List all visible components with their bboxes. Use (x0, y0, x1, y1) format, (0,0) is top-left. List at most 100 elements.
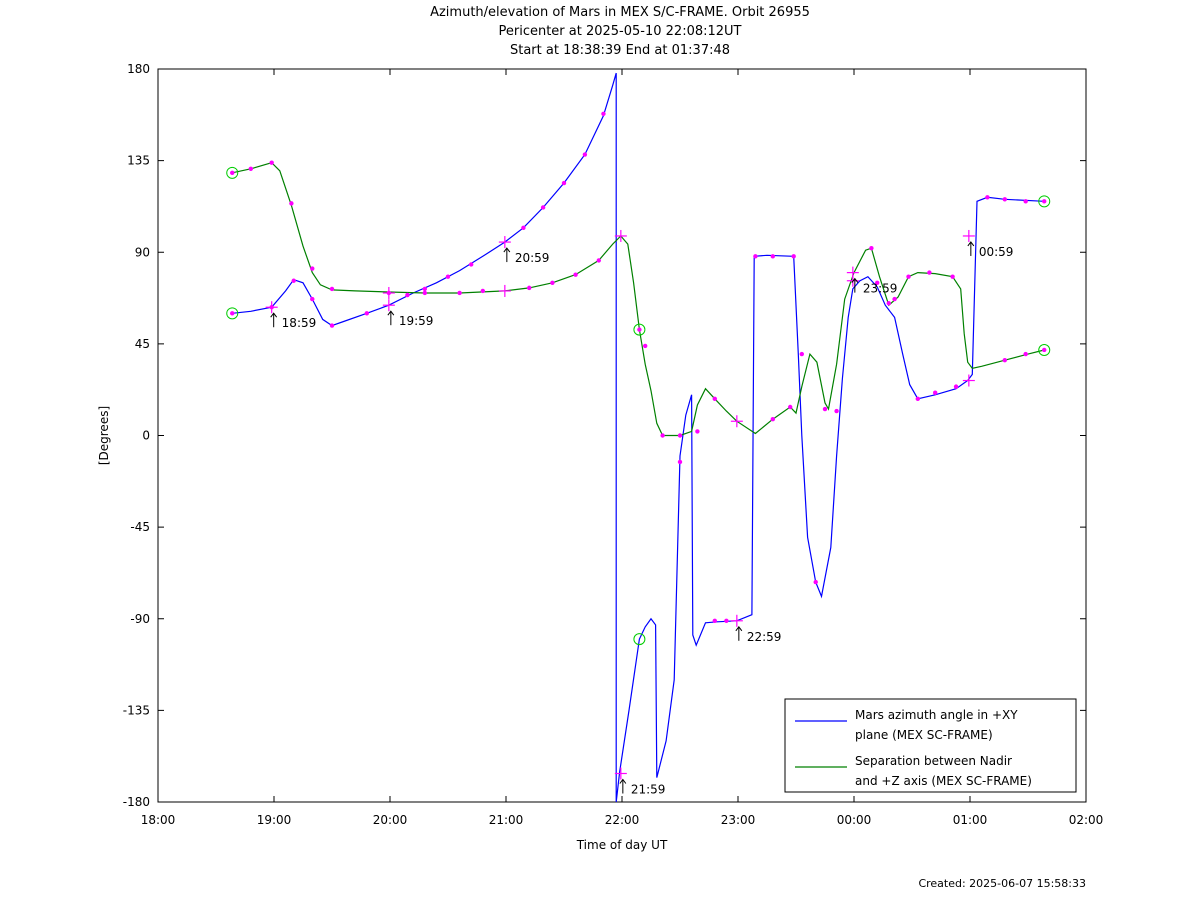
y-tick-label: 45 (135, 337, 150, 351)
data-point-2 (422, 290, 427, 296)
data-point-1 (791, 254, 796, 259)
x-tick-label: 21:00 (489, 813, 524, 827)
data-point-2 (950, 274, 955, 279)
data-point-1 (422, 286, 427, 292)
hour-tick-label: 00:59 (979, 245, 1014, 259)
created-timestamp: Created: 2025-06-07 15:58:33 (918, 877, 1086, 890)
data-point-1 (469, 262, 474, 267)
data-point-2 (329, 286, 335, 292)
hour-tick-arrow-head (387, 310, 395, 316)
x-tick-label: 02:00 (1069, 813, 1104, 827)
event-circle-marker (226, 166, 239, 179)
data-point-1 (582, 152, 588, 157)
data-point-1 (364, 311, 369, 316)
legend-label-1: Mars azimuth angle in +XY (855, 708, 1018, 722)
data-point-1 (953, 384, 959, 389)
data-point-1 (230, 311, 235, 316)
data-point-2 (869, 245, 874, 251)
data-point-1 (695, 429, 700, 434)
hour-tick-label: 23:59 (863, 282, 898, 296)
hour-tick-arrow-head (503, 247, 511, 253)
data-point-2 (886, 300, 891, 306)
data-point-2 (269, 160, 274, 165)
data-point-1 (933, 390, 938, 395)
data-point-2 (310, 266, 315, 271)
data-point-2 (822, 406, 828, 412)
data-point-2 (230, 170, 235, 176)
data-point-1 (834, 408, 839, 414)
x-tick-label: 00:00 (837, 813, 872, 827)
hour-tick-label: 20:59 (515, 251, 550, 265)
hour-tick-arrow-head (735, 625, 743, 632)
series-line-1 (232, 72, 1045, 803)
data-point-1 (724, 618, 729, 623)
data-point-2 (550, 280, 555, 285)
data-point-1 (712, 618, 717, 623)
data-point-2 (480, 288, 485, 294)
y-axis-label: [Degrees] (97, 406, 111, 465)
data-point-1 (1023, 199, 1028, 204)
chart-title-line-3: Start at 18:38:39 End at 01:37:48 (509, 43, 731, 58)
data-point-2 (1042, 347, 1047, 353)
data-point-2 (1002, 357, 1007, 363)
hour-tick-label: 21:59 (631, 782, 666, 796)
event-circle-marker (633, 323, 646, 336)
hour-tick-arrow-head (967, 241, 975, 247)
legend-label-2: Separation between Nadir (855, 754, 1012, 768)
event-circle-marker (633, 633, 646, 646)
legend-box (784, 698, 1077, 793)
data-point-1 (405, 292, 410, 298)
y-tick-label: 0 (142, 429, 150, 443)
data-point-2 (927, 270, 932, 275)
data-point-2 (1023, 351, 1028, 357)
data-point-1 (561, 180, 567, 186)
data-point-1 (985, 195, 990, 200)
data-point-2 (788, 404, 793, 410)
data-point-2 (799, 351, 804, 357)
hour-tick-label: 19:59 (399, 314, 434, 328)
y-tick-label: -135 (123, 703, 150, 717)
x-tick-label: 18:00 (141, 813, 176, 827)
hour-tick-label: 18:59 (282, 316, 317, 330)
x-tick-label: 22:00 (605, 813, 640, 827)
data-point-2 (906, 274, 911, 279)
data-point-2 (643, 343, 648, 349)
data-point-2 (770, 417, 775, 422)
series-line-2 (232, 162, 1045, 437)
plot-frame (157, 68, 1087, 803)
hour-tick-arrow-head (619, 778, 627, 784)
y-tick-label: -90 (130, 612, 150, 626)
data-point-2 (677, 433, 683, 438)
y-tick-label: -45 (130, 520, 150, 534)
data-point-2 (248, 166, 253, 171)
y-tick-label: 135 (127, 154, 150, 168)
legend-label-1: plane (MEX SC-FRAME) (855, 728, 993, 742)
data-point-1 (875, 280, 880, 285)
hour-tick-arrow-head (851, 277, 859, 283)
data-point-2 (289, 201, 294, 206)
hour-tick-arrow-head (270, 312, 278, 318)
event-circle-marker (226, 307, 239, 320)
data-point-1 (753, 254, 758, 259)
data-point-1 (310, 296, 315, 302)
data-point-1 (601, 111, 606, 116)
data-point-1 (892, 296, 897, 302)
data-point-2 (573, 272, 578, 277)
data-point-2 (596, 258, 601, 263)
y-tick-label: 90 (135, 245, 150, 259)
data-point-1 (1042, 199, 1047, 204)
data-point-2 (712, 396, 717, 402)
data-point-1 (770, 254, 775, 259)
data-point-1 (445, 274, 451, 279)
data-point-2 (457, 290, 462, 296)
data-point-1 (329, 323, 335, 328)
x-tick-label: 20:00 (373, 813, 408, 827)
y-tick-label: 180 (127, 62, 150, 76)
data-point-1 (677, 459, 683, 465)
data-point-1 (813, 579, 818, 585)
data-point-1 (291, 278, 296, 283)
event-circle-marker (1038, 195, 1051, 208)
event-circle-marker (1038, 343, 1051, 356)
data-point-1 (540, 205, 546, 210)
x-tick-label: 23:00 (721, 813, 756, 827)
